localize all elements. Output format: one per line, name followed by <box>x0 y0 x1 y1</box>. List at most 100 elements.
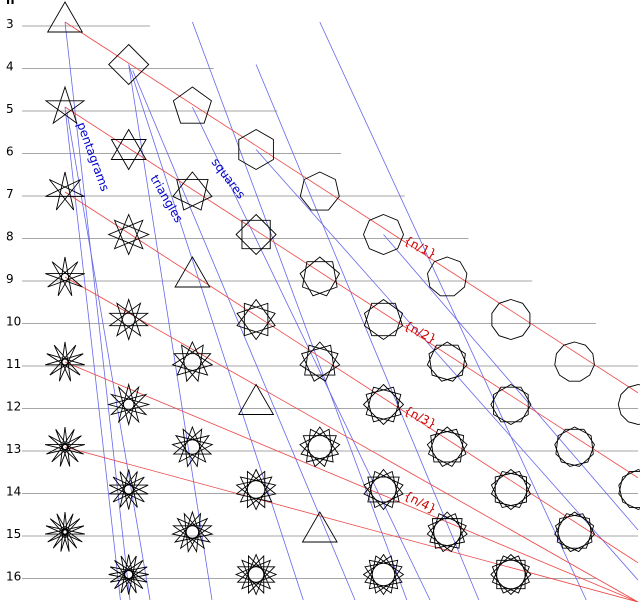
density-guide-line <box>64 106 639 479</box>
star-polygon-part <box>171 512 211 553</box>
star-polygon-10-5 <box>363 298 404 341</box>
star-polygon-11-8 <box>554 341 595 382</box>
star-polygon-12-5 <box>362 383 405 426</box>
star-polygon-part <box>491 555 530 594</box>
family-guide-line <box>255 64 480 601</box>
star-polygon-part <box>427 256 468 297</box>
star-polygon-11-4 <box>299 341 341 382</box>
star-polygon-part <box>173 512 214 553</box>
star-polygon-part <box>426 511 468 553</box>
star-polygon-part <box>108 43 150 86</box>
star-polygon-part <box>172 86 212 124</box>
family-guide-line <box>255 149 639 581</box>
star-polygon-13-6 <box>426 426 468 468</box>
star-polygon-part <box>618 471 640 510</box>
star-polygon-16-1 <box>108 554 149 595</box>
star-polygon-part <box>110 139 147 171</box>
star-polygon-part <box>491 555 530 594</box>
star-polygon-10-7 <box>491 299 531 340</box>
star-polygon-part <box>235 213 277 256</box>
star-polygon-14-1 <box>109 469 149 510</box>
row-label: 11 <box>6 357 21 371</box>
family-guide-line <box>192 21 408 601</box>
star-polygon-part <box>171 340 214 383</box>
family-label-squares: squares <box>209 155 249 201</box>
star-polygon-7-0 <box>45 171 85 211</box>
star-polygon-15-2 <box>171 510 214 553</box>
star-polygon-4-1 <box>108 43 150 86</box>
star-polygon-part <box>490 553 532 596</box>
star-polygon-11-6 <box>426 341 468 382</box>
star-polygon-part <box>108 554 149 595</box>
row-label: 8 <box>6 230 14 244</box>
star-polygon-part <box>238 128 274 171</box>
star-polygon-9-2 <box>174 256 211 288</box>
row-label: 7 <box>6 187 14 201</box>
star-figures <box>44 1 640 596</box>
star-polygon-part <box>496 559 526 590</box>
star-polygon-part <box>109 471 149 510</box>
star-polygon-part <box>363 470 404 511</box>
star-polygon-part <box>363 298 404 337</box>
star-polygon-part <box>299 426 341 468</box>
star-polygon-part <box>171 510 213 550</box>
star-polygon-part <box>107 213 150 256</box>
star-polygon-5-0 <box>44 85 86 125</box>
column-header-n: n <box>6 0 15 7</box>
density-label-n2: {n/2} <box>402 318 439 346</box>
star-polygon-part <box>45 426 85 467</box>
density-guide-line <box>64 21 639 394</box>
star-polygon-part <box>45 256 85 297</box>
row-label: 12 <box>6 400 21 414</box>
star-polygon-part <box>363 214 404 255</box>
star-polygon-13-2 <box>171 425 214 468</box>
star-polygon-14-9 <box>618 469 640 510</box>
star-polygon-part <box>426 341 468 382</box>
star-polygon-9-4 <box>299 256 341 297</box>
row-label: 10 <box>6 315 21 329</box>
star-polygon-part <box>241 219 271 250</box>
row-guide-lines <box>22 25 638 579</box>
family-guide-line <box>64 21 131 601</box>
family-guide-line <box>192 106 431 601</box>
star-polygon-14-3 <box>235 468 277 511</box>
star-polygon-part <box>174 256 211 288</box>
star-polygon-part <box>108 302 150 341</box>
star-polygon-13-8 <box>554 426 595 467</box>
star-polygon-13-4 <box>299 426 341 468</box>
star-polygon-part <box>365 386 402 423</box>
star-polygon-part <box>171 425 214 468</box>
star-polygon-part <box>172 171 213 211</box>
star-polygon-part <box>301 511 338 543</box>
star-polygon-part <box>365 386 402 423</box>
star-polygon-part <box>299 256 341 297</box>
density-label-n1: {n/1} <box>402 233 439 261</box>
row-label: 4 <box>6 60 14 74</box>
row-label: 9 <box>6 272 14 286</box>
star-polygon-8-1 <box>107 213 150 256</box>
star-polygon-part <box>556 513 596 553</box>
family-guide-line <box>64 106 121 601</box>
star-polygon-part <box>234 553 278 596</box>
star-polygon-part <box>618 469 640 508</box>
family-guide-line <box>128 64 304 601</box>
star-polygon-15-8 <box>554 511 596 553</box>
star-polygon-15-6 <box>426 511 468 553</box>
star-polygon-16-3 <box>234 553 278 596</box>
star-polygon-10-1 <box>108 298 150 341</box>
row-label: 15 <box>6 527 21 541</box>
star-polygon-15-4 <box>301 511 338 543</box>
star-polygon-10-3 <box>236 298 276 341</box>
family-guide-line <box>66 111 151 601</box>
star-polygon-part <box>299 341 341 382</box>
star-polygon-part <box>426 426 468 468</box>
star-polygon-7-4 <box>299 171 340 211</box>
star-polygon-part <box>110 128 147 160</box>
star-polygon-part <box>554 426 595 467</box>
density-guide-line <box>64 191 639 564</box>
star-polygon-6-3 <box>238 128 274 171</box>
star-polygon-part <box>108 298 150 337</box>
star-polygon-11-2 <box>171 340 214 383</box>
star-polygon-9-6 <box>427 256 468 297</box>
